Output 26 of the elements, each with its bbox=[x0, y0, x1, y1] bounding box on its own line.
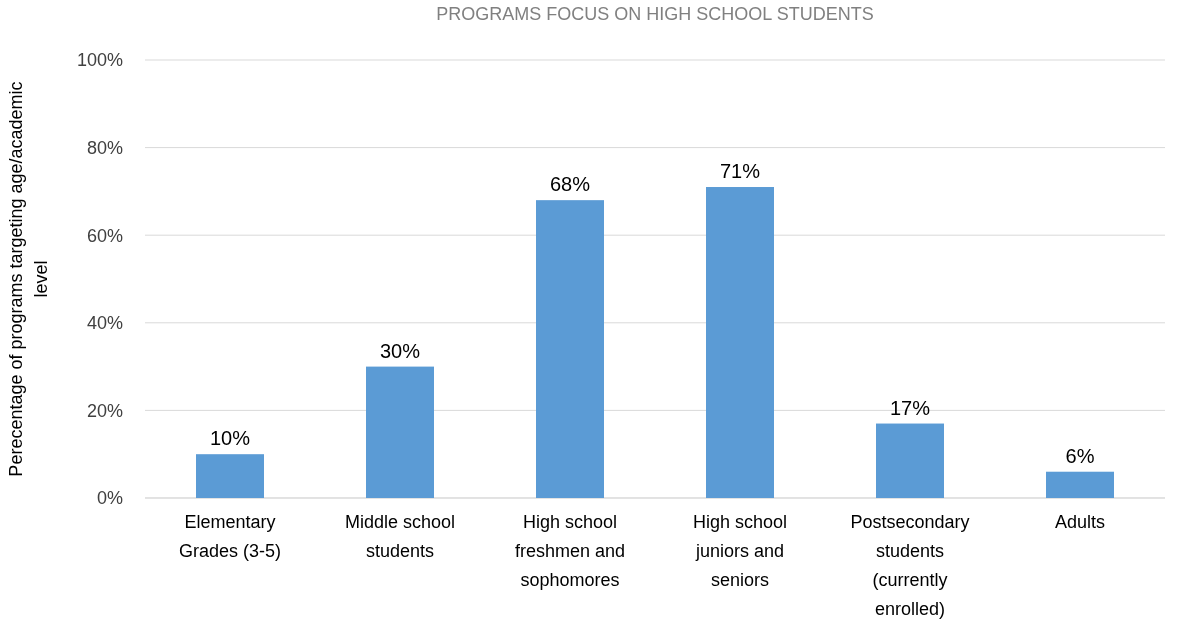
bar bbox=[366, 366, 434, 498]
bar bbox=[536, 200, 604, 498]
y-axis-title: Perecentage of programs targeting age/academic level bbox=[6, 81, 51, 477]
y-tick-label: 0% bbox=[96, 488, 123, 509]
x-tick-label: Elementary Grades (3-5) bbox=[178, 512, 282, 561]
bar bbox=[196, 454, 264, 498]
y-tick-label: 40% bbox=[86, 313, 123, 334]
y-tick-label: 60% bbox=[86, 225, 123, 246]
chart-title: PROGRAMS FOCUS ON HIGH SCHOOL STUDENTS bbox=[436, 4, 874, 24]
y-tick-label: 20% bbox=[86, 400, 123, 421]
bar bbox=[1046, 471, 1114, 498]
data-label: 71% bbox=[719, 160, 761, 183]
data-label: 6% bbox=[1065, 444, 1095, 467]
x-tick-label: High school juniors and seniors bbox=[692, 512, 788, 590]
data-label: 30% bbox=[379, 339, 421, 362]
y-tick-label: 100% bbox=[76, 50, 123, 71]
x-tick-label: Postsecondary students (currently enrolled) bbox=[850, 512, 970, 619]
x-tick-label: Adults bbox=[1054, 512, 1106, 532]
data-label: 68% bbox=[549, 173, 591, 196]
x-tick-label: Middle school students bbox=[344, 512, 456, 561]
x-tick-label: High school freshmen and sophomores bbox=[514, 512, 626, 590]
bar bbox=[706, 187, 774, 498]
data-label: 17% bbox=[889, 396, 931, 419]
y-tick-label: 80% bbox=[86, 137, 123, 158]
bar bbox=[876, 423, 944, 498]
data-label: 10% bbox=[209, 427, 251, 450]
